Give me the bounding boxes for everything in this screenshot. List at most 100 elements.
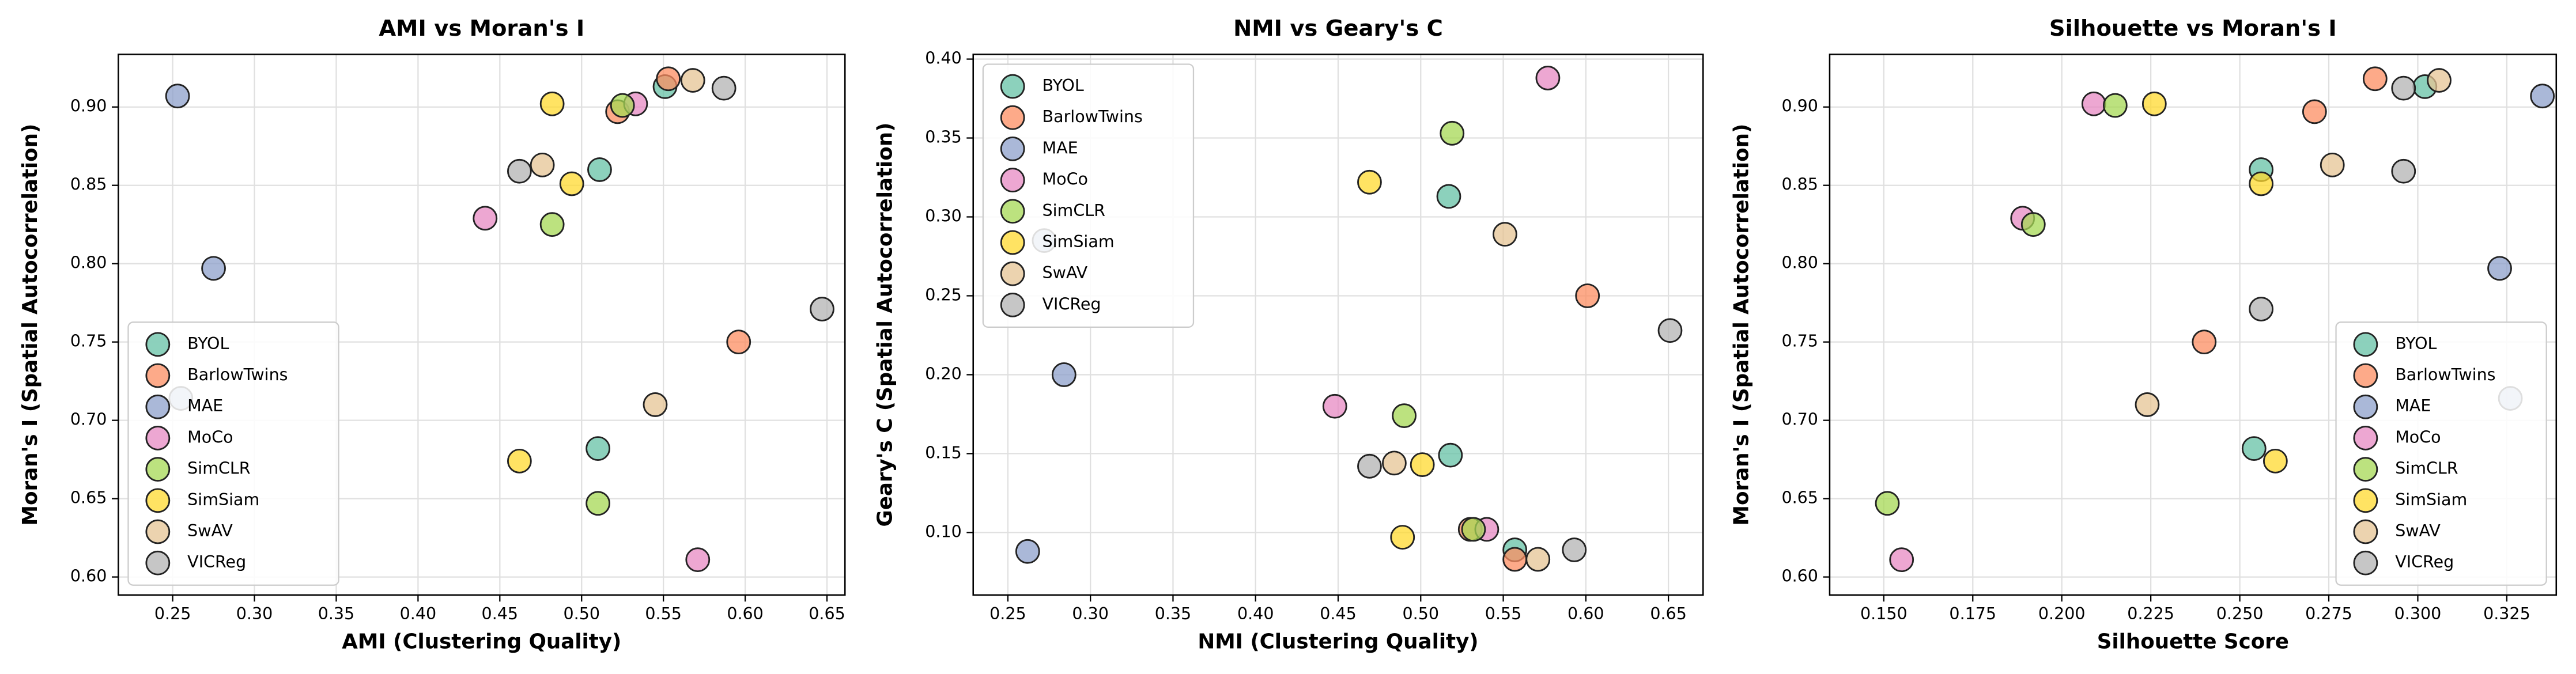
x-tick-label: 0.55 — [1485, 604, 1521, 623]
y-axis-label: Geary's C (Spatial Autocorrelation) — [874, 123, 897, 527]
legend-label: BarlowTwins — [187, 365, 288, 384]
point — [1562, 537, 1587, 562]
legend-label: SwAV — [2395, 521, 2441, 540]
x-tick-label: 0.250 — [2216, 604, 2264, 623]
point — [643, 392, 668, 417]
point — [2487, 256, 2512, 281]
y-tick-label: 0.90 — [70, 97, 107, 116]
point — [2249, 171, 2274, 196]
x-tick-label: 0.60 — [727, 604, 764, 623]
point — [586, 436, 611, 461]
point — [1535, 66, 1561, 90]
legend-marker — [145, 550, 171, 575]
point — [507, 158, 532, 184]
point — [1390, 525, 1415, 550]
legend-label: MAE — [2395, 396, 2431, 415]
point — [2102, 93, 2128, 118]
legend-marker — [145, 332, 171, 357]
point — [1525, 547, 1551, 572]
x-axis-label: Silhouette Score — [2097, 630, 2289, 654]
x-axis-label: NMI (Clustering Quality) — [1198, 630, 1478, 654]
y-tick-label: 0.25 — [925, 285, 962, 304]
legend-marker — [145, 488, 171, 513]
point — [2020, 212, 2046, 237]
point — [1410, 452, 1435, 477]
point — [2192, 330, 2217, 355]
legend-marker — [145, 519, 171, 544]
y-tick-label: 0.35 — [925, 128, 962, 147]
legend-label: BYOL — [1043, 76, 1084, 95]
y-axis-label: Moran's I (Spatial Autocorrelation) — [18, 124, 42, 526]
point — [680, 68, 705, 93]
point — [1051, 362, 1077, 387]
subplot: 0.25 0.30 0.35 0.40 0.45 0.50 0.55 0.60 0.65 0.10… — [874, 16, 1704, 654]
y-tick-label: 0.75 — [1781, 332, 1818, 351]
point — [539, 212, 565, 237]
legend-marker — [1000, 105, 1025, 130]
legend-label: SwAV — [1043, 263, 1088, 282]
point — [539, 91, 565, 116]
point — [201, 256, 226, 281]
axes-frame — [1829, 54, 2558, 596]
legend-label: SwAV — [187, 521, 233, 540]
x-tick-label: 0.65 — [809, 604, 845, 623]
point — [1438, 442, 1463, 468]
legend-marker — [2353, 550, 2378, 575]
y-tick-label: 0.85 — [70, 175, 107, 194]
y-tick-label: 0.75 — [70, 332, 107, 351]
point — [1322, 393, 1347, 419]
x-tick-label: 0.30 — [1072, 604, 1108, 623]
point — [586, 491, 611, 516]
point — [2320, 152, 2345, 177]
legend-label: SimCLR — [2395, 459, 2458, 478]
point — [726, 330, 751, 355]
point — [1493, 222, 1517, 247]
legend-label: BarlowTwins — [1043, 107, 1143, 126]
x-tick-label: 0.150 — [1860, 604, 1908, 623]
x-tick-label: 0.225 — [2127, 604, 2174, 623]
legend-frame — [2335, 321, 2547, 586]
point — [587, 157, 612, 182]
point — [507, 448, 532, 474]
point — [165, 84, 190, 109]
point — [2241, 436, 2267, 461]
point — [1502, 547, 1528, 572]
legend-label: SimSiam — [1043, 232, 1115, 251]
point — [2427, 68, 2452, 93]
axes-frame — [118, 54, 846, 596]
legend-marker — [145, 394, 171, 419]
legend-marker — [1000, 74, 1025, 99]
point — [2391, 75, 2416, 101]
x-tick-label: 0.275 — [2305, 604, 2352, 623]
x-tick-label: 0.55 — [645, 604, 682, 623]
y-tick-label: 0.40 — [925, 49, 962, 68]
legend-label: SimSiam — [187, 490, 259, 509]
x-tick-label: 0.35 — [318, 604, 354, 623]
legend-marker — [1000, 168, 1025, 192]
point — [2263, 448, 2288, 474]
x-tick-label: 0.200 — [2038, 604, 2086, 623]
x-tick-label: 0.45 — [482, 604, 519, 623]
legend-marker — [145, 363, 171, 388]
legend-marker — [1000, 136, 1025, 161]
legend-label: SimCLR — [187, 459, 250, 478]
y-tick-label: 0.60 — [1781, 567, 1818, 586]
legend: BYOL BarlowTwins MAE MoCo SimCLR SimSiam SwAV V… — [2335, 321, 2547, 586]
point — [1657, 318, 1683, 343]
point — [1392, 403, 1417, 429]
legend-marker — [2353, 363, 2378, 388]
legend-label: VICReg — [2395, 552, 2454, 571]
legend-marker — [1000, 230, 1025, 255]
point — [2081, 91, 2106, 116]
legend-marker — [2353, 426, 2378, 450]
point — [610, 93, 635, 118]
point — [1436, 184, 1461, 209]
legend: BYOL BarlowTwins MAE MoCo SimCLR SimSiam SwAV V… — [982, 63, 1195, 328]
legend-label: MoCo — [187, 427, 233, 446]
point — [2530, 84, 2555, 109]
legend-marker — [1000, 261, 1025, 286]
subplot: 0.150 0.175 0.200 0.225 0.250 0.275 0.300 0.325… — [1730, 16, 2558, 654]
x-tick-label: 0.30 — [236, 604, 273, 623]
y-tick-label: 0.90 — [1781, 97, 1818, 116]
